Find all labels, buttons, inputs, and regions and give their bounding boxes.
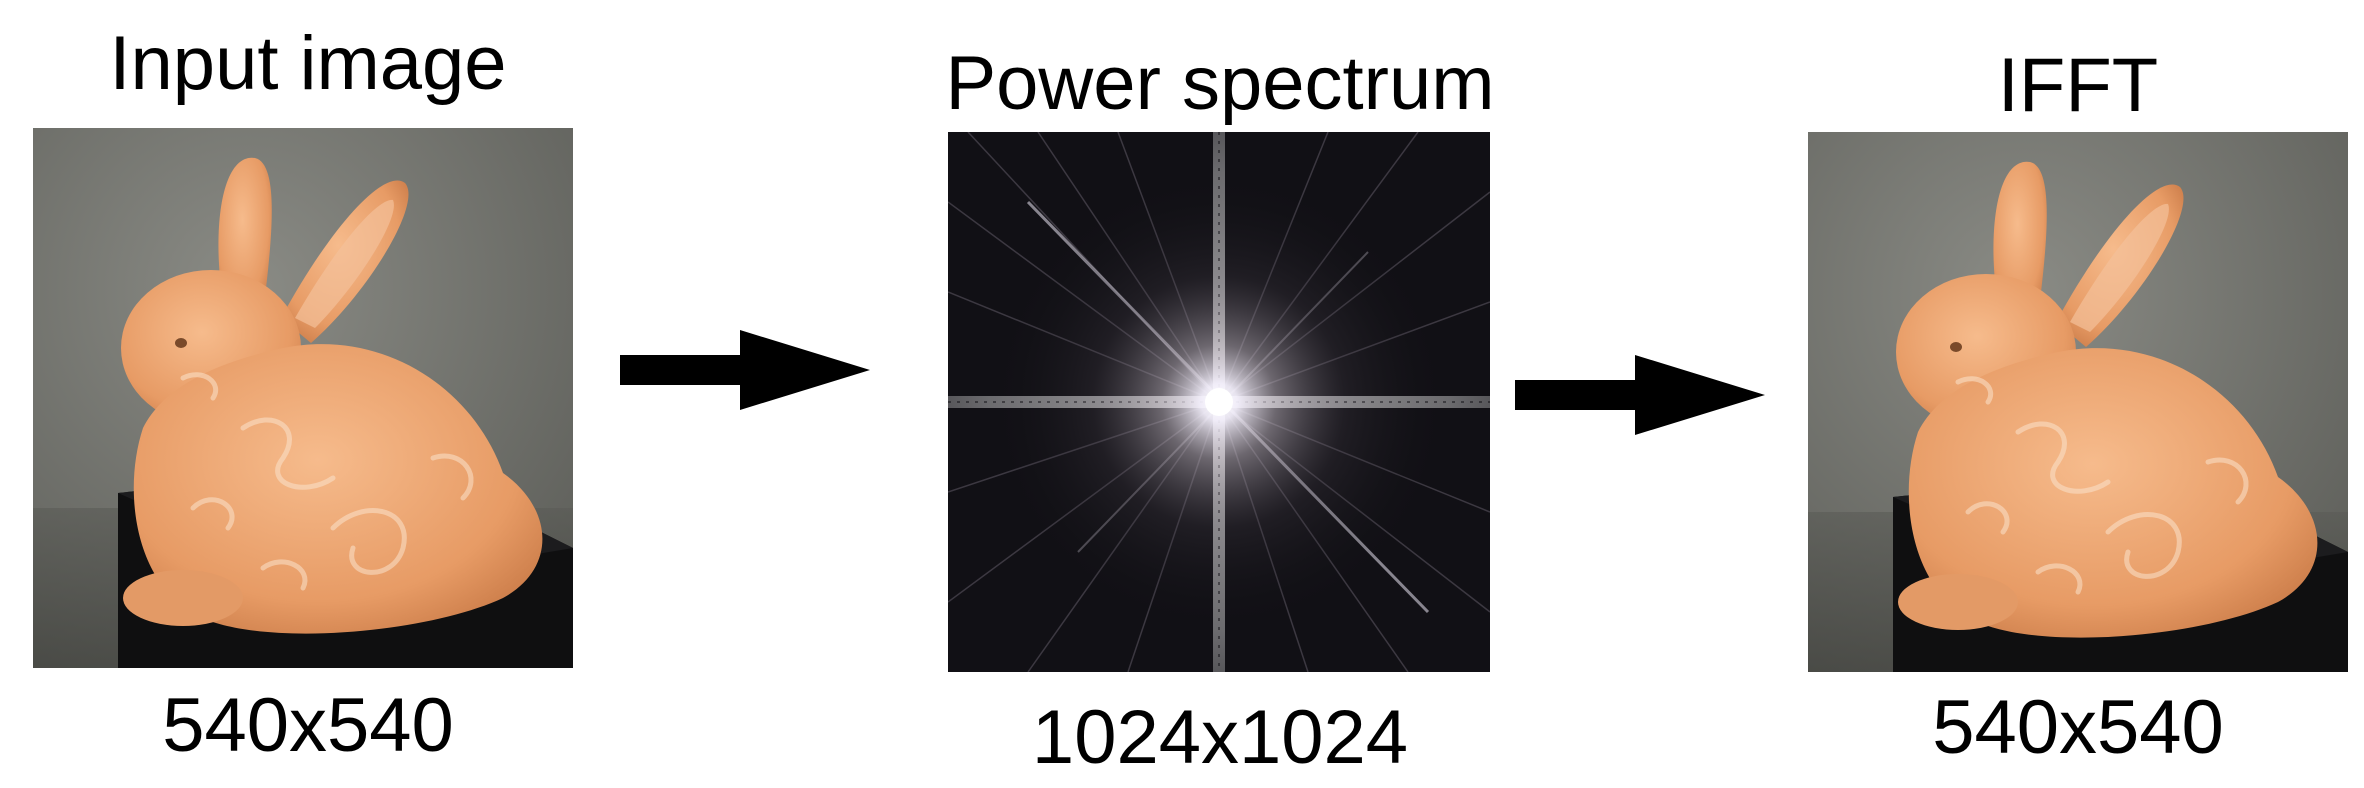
power-spectrum-picture <box>948 132 1490 672</box>
ifft-title: IFFT <box>1997 43 2159 128</box>
ifft-size: 540x540 <box>1932 685 2224 770</box>
right-arrow-icon <box>1515 355 1765 435</box>
ifft-picture <box>1808 132 2348 672</box>
right-arrow-icon <box>620 330 870 410</box>
input-image-title: Input image <box>109 21 507 106</box>
input-image-size: 540x540 <box>162 683 454 768</box>
power-spectrum-title: Power spectrum <box>945 41 1495 126</box>
input-image-picture <box>33 128 573 668</box>
power-spectrum-size: 1024x1024 <box>1031 695 1409 780</box>
